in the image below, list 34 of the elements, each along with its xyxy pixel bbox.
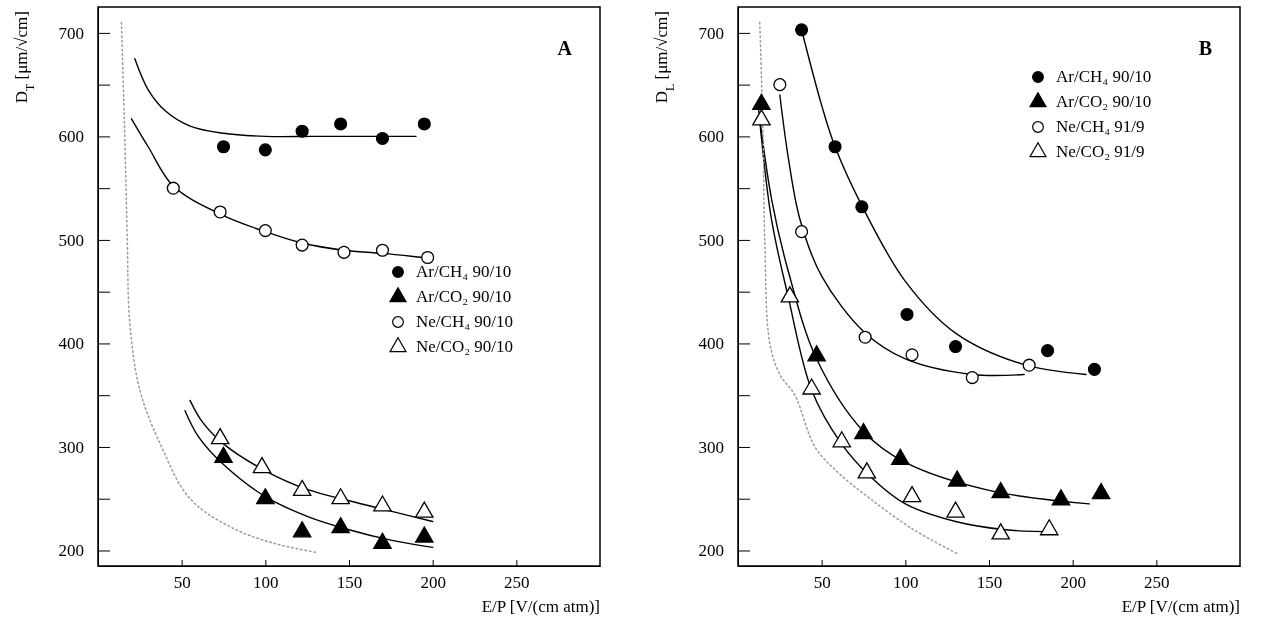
y-tick-label: 700 <box>698 23 724 43</box>
annotation: A <box>557 37 573 59</box>
y-tick-label: 500 <box>698 230 724 250</box>
y-tick-label: 400 <box>698 334 724 354</box>
x-tick-label: 100 <box>253 573 279 593</box>
legend-label: Ne/CH₄ 90/10 <box>416 312 514 331</box>
legend-label: Ar/CH₄ 90/10 <box>1056 67 1152 86</box>
x-tick-label: 200 <box>420 573 446 593</box>
y-tick-label: 300 <box>698 437 724 457</box>
legend-label: Ne/CO₂ 91/9 <box>1056 142 1145 161</box>
x-tick-label: 250 <box>504 573 530 593</box>
legend-label: Ar/CH₄ 90/10 <box>416 262 512 281</box>
x-tick-label: 150 <box>976 573 1003 593</box>
y-tick-label: 700 <box>58 23 84 43</box>
annotation: B <box>1198 37 1212 59</box>
y-tick-label: 600 <box>58 127 84 147</box>
x-tick-label: 150 <box>336 573 363 593</box>
legend-label: Ar/CO₂ 90/10 <box>416 287 512 306</box>
legend-label: Ne/CO₂ 90/10 <box>416 337 514 356</box>
y-tick-label: 400 <box>58 334 84 354</box>
x-tick-label: 200 <box>1060 573 1086 593</box>
x-axis-title: E/P [V/(cm atm)] <box>1121 597 1240 616</box>
x-tick-label: 50 <box>813 573 831 593</box>
x-axis-title: E/P [V/(cm atm)] <box>481 597 600 616</box>
y-tick-label: 200 <box>58 541 84 561</box>
x-tick-label: 100 <box>893 573 919 593</box>
y-tick-label: 600 <box>698 127 724 147</box>
y-tick-label: 500 <box>58 230 84 250</box>
legend-label: Ar/CO₂ 90/10 <box>1056 92 1152 111</box>
y-tick-label: 200 <box>698 541 724 561</box>
x-tick-label: 50 <box>173 573 191 593</box>
legend-label: Ne/CH₄ 91/9 <box>1056 117 1145 136</box>
x-tick-label: 250 <box>1144 573 1170 593</box>
y-tick-label: 300 <box>58 437 84 457</box>
